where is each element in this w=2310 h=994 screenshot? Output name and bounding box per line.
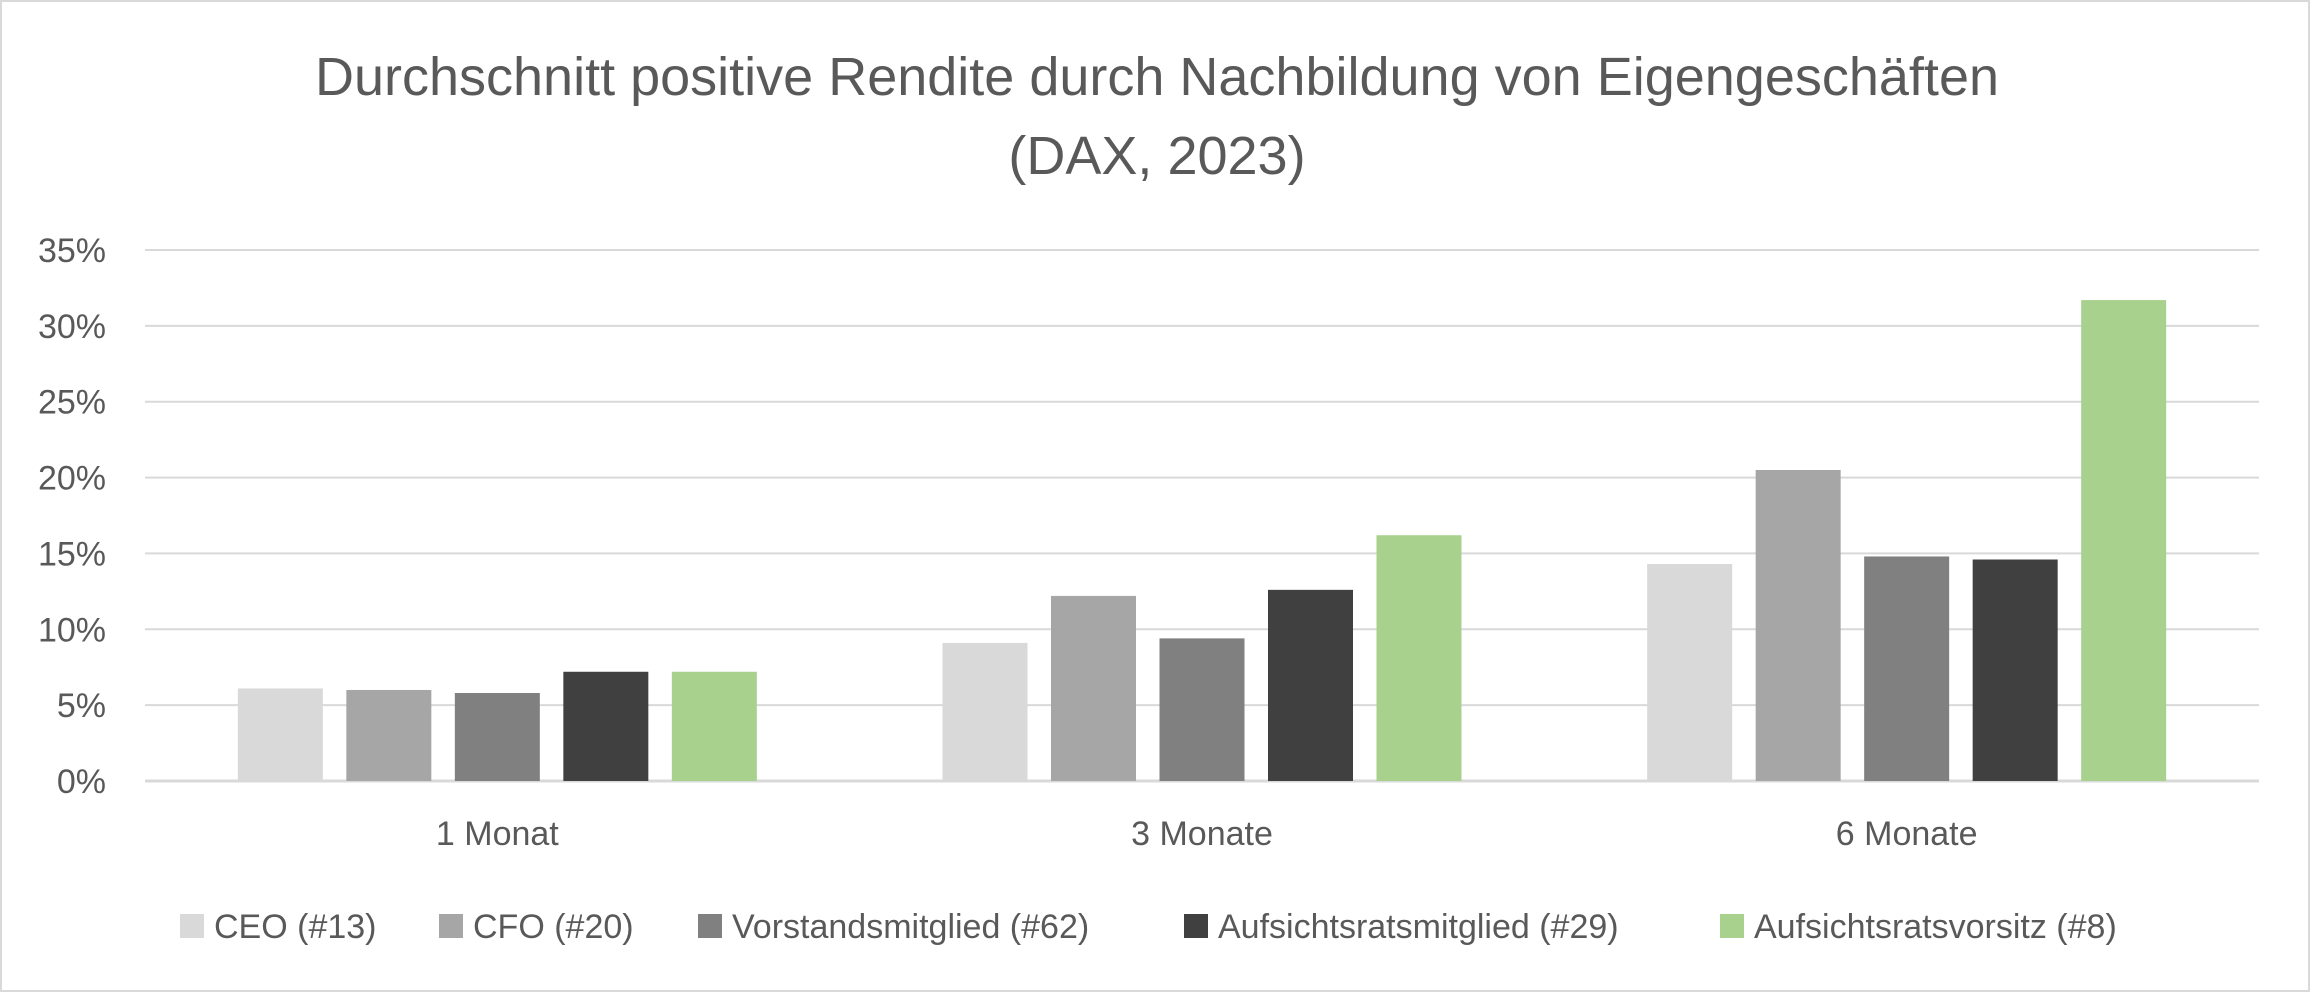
chart-title-line-2: (DAX, 2023) [1008,126,1305,186]
x-tick-label: 3 Monate [1131,815,1273,853]
legend-swatch [1184,914,1208,938]
y-tick-label: 15% [38,535,106,573]
y-tick-label: 20% [38,460,106,498]
x-tick-label: 1 Monat [436,815,559,853]
bar: CEO (#13) – 3 Monate: 9.1% [942,642,1028,781]
legend-label: Vorstandsmitglied (#62) [732,908,1089,946]
bar: CFO (#20) – 6 Monate: 20.5% [1755,469,1841,781]
legend-item: Vorstandsmitglied (#62) [698,908,1089,946]
bar: Aufsichtsratsvorsitz (#8) – 6 Monate: 31… [2081,300,2167,781]
legend-label: Aufsichtsratsvorsitz (#8) [1754,908,2117,946]
bar: Aufsichtsratsvorsitz (#8) – 1 Monat: 7.2… [671,671,757,781]
y-tick-label: 30% [38,308,106,346]
bar: Aufsichtsratsmitglied (#29) – 1 Monat: 7… [563,671,649,781]
bars: CEO (#13) – 1 Monat: 6.1% CFO (#20) – 1 M… [237,300,2167,781]
legend: CEO (#13) CFO (#20) Vorstandsmitglied (#62… [180,908,2117,946]
bar: CEO (#13) – 1 Monat: 6.1% [237,688,323,781]
bar: CEO (#13) – 6 Monate: 14.3% [1647,564,1733,781]
legend-item: CEO (#13) [180,908,377,946]
legend-item: Aufsichtsratsmitglied (#29) [1184,908,1619,946]
legend-swatch [698,914,722,938]
y-axis-tick-labels: 0% 5% 10% 15% 20% 25% 30% 35% [38,232,106,801]
legend-item: CFO (#20) [439,908,634,946]
bar: Vorstandsmitglied (#62) – 3 Monate: 9.4% [1159,638,1245,781]
y-tick-label: 35% [38,232,106,270]
y-tick-label: 25% [38,384,106,422]
legend-swatch [1720,914,1744,938]
chart-title-line-1: Durchschnitt positive Rendite durch Nach… [315,47,1999,107]
x-tick-label: 6 Monate [1836,815,1978,853]
legend-label: Aufsichtsratsmitglied (#29) [1218,908,1619,946]
bar: Aufsichtsratsmitglied (#29) – 3 Monate: … [1268,589,1353,781]
bar: Vorstandsmitglied (#62) – 6 Monate: 14.8… [1864,556,1950,781]
legend-swatch [180,914,204,938]
legend-label: CFO (#20) [473,908,634,946]
y-tick-label: 5% [57,687,106,725]
bar: Vorstandsmitglied (#62) – 1 Monat: 5.8% [454,693,540,781]
bar: Aufsichtsratsmitglied (#29) – 6 Monate: … [1972,559,2058,781]
bar: Aufsichtsratsvorsitz (#8) – 3 Monate: 16… [1376,535,1462,781]
bar: CFO (#20) – 1 Monat: 6% [346,689,432,781]
legend-swatch [439,914,463,938]
legend-item: Aufsichtsratsvorsitz (#8) [1720,908,2117,946]
x-axis-tick-labels: 1 Monat 3 Monate 6 Monate [436,815,1978,853]
legend-label: CEO (#13) [214,908,377,946]
bar: CFO (#20) – 3 Monate: 12.2% [1051,595,1136,781]
y-tick-label: 0% [57,763,106,801]
y-tick-label: 10% [38,611,106,649]
